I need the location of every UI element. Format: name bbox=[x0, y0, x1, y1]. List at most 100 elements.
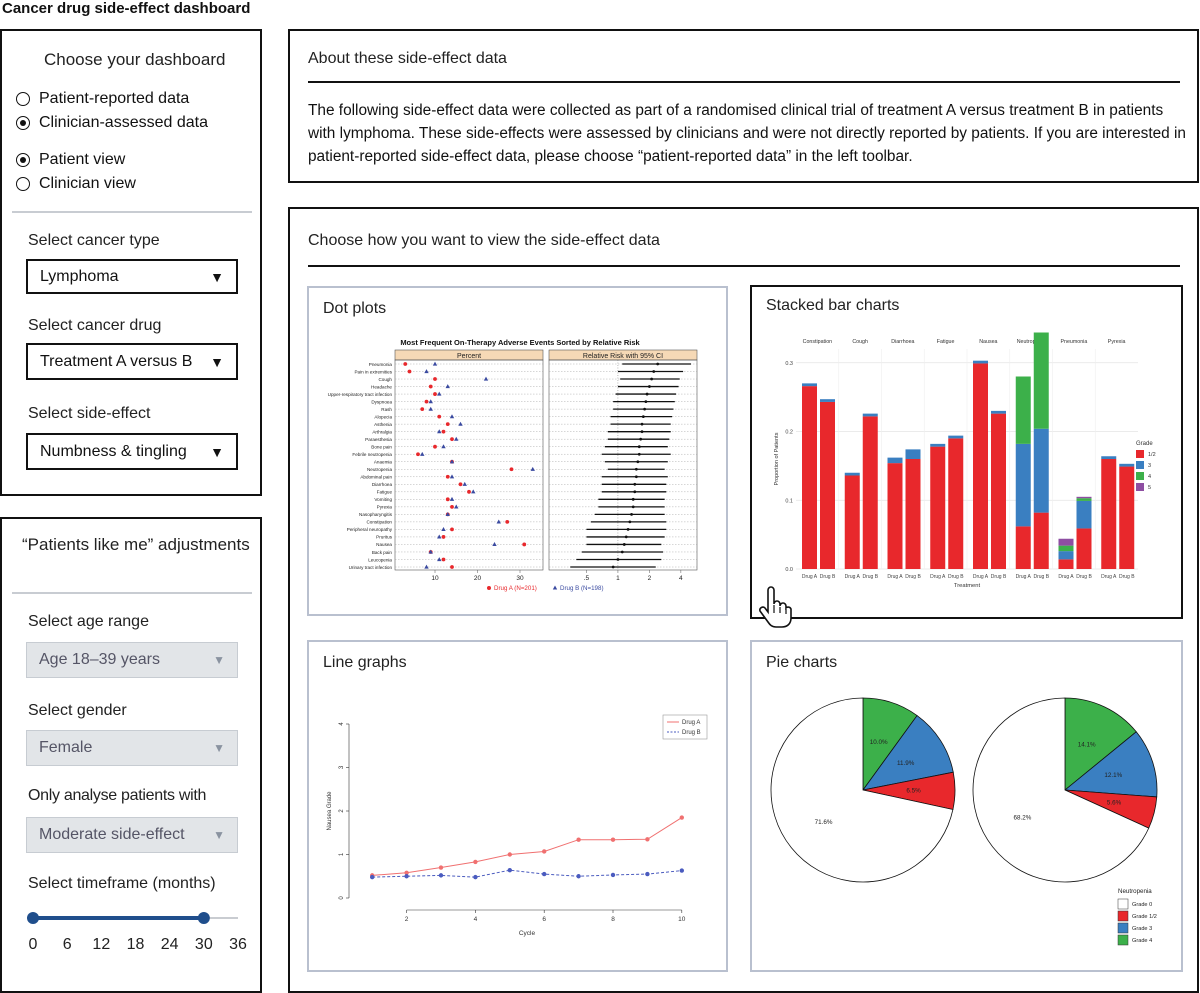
legend-label: 1/2 bbox=[1148, 452, 1156, 458]
timeframe-slider[interactable]: 0 6 12 18 24 30 36 bbox=[2, 904, 260, 974]
event-label: Headache bbox=[371, 384, 392, 389]
rr-point bbox=[622, 543, 626, 546]
drug-b-point bbox=[483, 376, 489, 381]
panel-header-label: Percent bbox=[457, 353, 481, 360]
dashboard-heading: Choose your dashboard bbox=[44, 50, 226, 69]
event-label: Pain in extremities bbox=[354, 369, 392, 374]
radio-clinician-assessed[interactable]: Clinician-assessed data bbox=[16, 114, 208, 132]
gender-select[interactable]: Female ▼ bbox=[26, 730, 238, 766]
drug-b-line bbox=[372, 869, 682, 878]
drug-b-point bbox=[645, 871, 650, 877]
legend-box bbox=[662, 714, 708, 740]
drug-b-point bbox=[576, 874, 581, 879]
drug-b-point bbox=[496, 519, 501, 524]
radio-patient-view[interactable]: Patient view bbox=[16, 151, 125, 169]
event-label: Back pain bbox=[372, 550, 393, 555]
x-tick-label: 10 bbox=[678, 916, 686, 923]
panel-divider bbox=[12, 592, 252, 594]
legend-drug-a-label: Drug A bbox=[682, 720, 700, 726]
slice-label: 14.1% bbox=[1078, 741, 1096, 748]
x-tick-label: 30 bbox=[516, 575, 524, 582]
drug-b-point bbox=[449, 414, 455, 419]
line-graph-chart: 0 1 2 3 4 Nausea Grade 2 4 6 8 10 Cycle Drug A Drug B bbox=[327, 714, 708, 937]
drug-a-point bbox=[441, 557, 446, 562]
dropdown-arrow-icon: ▼ bbox=[210, 268, 224, 285]
age-select[interactable]: Age 18–39 years ▼ bbox=[26, 642, 238, 678]
side-effect-select[interactable]: Numbness & tingling ▼ bbox=[26, 433, 238, 470]
bar-segment bbox=[973, 360, 988, 364]
slice-label: 10.0% bbox=[870, 739, 888, 746]
facet-label: Cough bbox=[852, 339, 868, 345]
event-label: Rash bbox=[381, 407, 392, 412]
legend-title: Grade bbox=[1136, 441, 1153, 447]
rr-point bbox=[639, 437, 643, 441]
y-axis-label: Proportion of Patients bbox=[774, 432, 780, 485]
drug-a-point bbox=[450, 504, 454, 509]
drug-a-point bbox=[522, 542, 527, 547]
radio-selected-icon bbox=[16, 116, 30, 130]
drug-b-point bbox=[610, 872, 616, 878]
slider-handle-end[interactable] bbox=[197, 912, 210, 924]
slider-tick-label: 12 bbox=[92, 936, 110, 953]
facet-label: Fatigue bbox=[937, 339, 955, 345]
drug-a-point bbox=[467, 489, 471, 494]
x-tick-label: Drug B bbox=[1033, 574, 1049, 580]
radio-label: Patient view bbox=[39, 151, 126, 168]
bar-segment bbox=[1119, 463, 1135, 467]
bar-segment bbox=[862, 416, 878, 569]
legend-label: 5 bbox=[1148, 485, 1151, 491]
cancer-type-select[interactable]: Lymphoma ▼ bbox=[26, 259, 238, 294]
drug-a-point bbox=[576, 837, 581, 842]
select-value: Numbness & tingling bbox=[40, 442, 187, 460]
slider-tick-label: 24 bbox=[161, 936, 179, 953]
bar-segment bbox=[1076, 496, 1092, 499]
dropdown-arrow-icon: ▼ bbox=[213, 741, 225, 755]
bar-segment bbox=[862, 413, 878, 417]
bar-segment bbox=[1033, 512, 1049, 569]
x-tick-label: Drug B bbox=[820, 574, 836, 580]
slice-label: 68.2% bbox=[1014, 814, 1032, 821]
dot-plots-option[interactable]: Dot plots Most Frequent On-Therapy Adver… bbox=[307, 286, 728, 616]
drug-a-point bbox=[610, 837, 616, 842]
y-tick-label: 4 bbox=[339, 722, 345, 726]
x-tick-label: 1 bbox=[616, 575, 620, 582]
rr-point bbox=[633, 482, 637, 486]
patients-like-me-panel: “Patients like me” adjustments Select ag… bbox=[0, 517, 262, 993]
pie-slice bbox=[972, 697, 1150, 883]
bar-segment bbox=[948, 438, 964, 569]
about-text: The following side-effect data were coll… bbox=[308, 102, 1186, 165]
line-graphs-option[interactable]: Line graphs 0 1 2 3 4 Nausea Grade 2 4 6 8 10 Cycle… bbox=[307, 640, 728, 972]
radio-clinician-view[interactable]: Clinician view bbox=[16, 175, 136, 193]
legend-label: 4 bbox=[1148, 474, 1151, 480]
slider-tick-label: 30 bbox=[195, 936, 213, 953]
x-tick-label: Drug A bbox=[1016, 574, 1032, 580]
drug-a-point bbox=[403, 362, 408, 366]
analyse-select[interactable]: Moderate side-effect ▼ bbox=[26, 817, 238, 853]
drug-a-point bbox=[473, 859, 478, 865]
stacked-bar-option[interactable]: Stacked bar charts 0.0 0.1 0.2 0.3 Proportio… bbox=[750, 285, 1183, 619]
cancer-drug-select[interactable]: Treatment A versus B ▼ bbox=[26, 343, 238, 380]
rr-point bbox=[634, 475, 638, 479]
slice-label: 5.6% bbox=[1107, 800, 1122, 807]
drug-a-point bbox=[437, 414, 442, 419]
radio-patient-reported[interactable]: Patient-reported data bbox=[16, 90, 189, 108]
x-tick-label: 2 bbox=[648, 575, 652, 582]
event-label: Upper-respiratory tract infection bbox=[328, 392, 393, 397]
y-tick-label: 3 bbox=[339, 765, 345, 769]
side-effect-label: Select side-effect bbox=[28, 405, 151, 422]
bar-segment bbox=[1033, 428, 1049, 513]
bar-segment bbox=[991, 410, 1006, 414]
dropdown-arrow-icon: ▼ bbox=[213, 653, 225, 667]
x-tick-label: Drug A bbox=[845, 574, 861, 580]
drug-b-point bbox=[428, 406, 433, 411]
slider-handle-start[interactable] bbox=[27, 912, 39, 924]
event-label: Constipation bbox=[366, 520, 392, 525]
legend-drug-a-label: Drug A (N=201) bbox=[494, 585, 537, 592]
drug-a-point bbox=[445, 497, 450, 502]
legend-drug-b-label: Drug B bbox=[682, 730, 701, 736]
pie-charts-option[interactable]: Pie charts 10.0% 11.9% 6.5% 71.6% 14.1% 12.1%… bbox=[750, 640, 1183, 972]
drug-a-point bbox=[416, 452, 420, 457]
view-choice-divider bbox=[308, 265, 1180, 267]
bar-segment bbox=[1101, 456, 1117, 459]
select-value: Moderate side-effect bbox=[39, 826, 185, 843]
